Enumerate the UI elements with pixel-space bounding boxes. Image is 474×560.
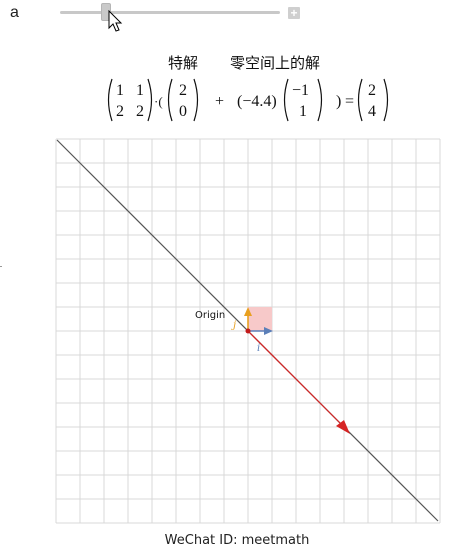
slider-label: a [10,4,19,21]
null-x: −1 [292,82,309,99]
matrix-a12: 1 [136,82,144,99]
solution-vector [247,330,345,428]
heading-particular-solution: 特解 [168,54,199,72]
matrix-right-paren [147,78,153,122]
equation-coefficient: (−4.4) [237,93,277,110]
heading-null-space-solution: 零空间上的解 [230,54,321,72]
result-x: 2 [368,82,376,99]
vector-plot: Origin i j [55,138,441,524]
origin-point [245,328,251,334]
equation-dot: ·( [154,94,163,109]
particular-y: 0 [179,103,187,120]
footer-wechat-id: WeChat ID: meetmath [164,533,310,548]
equation-equals: = [345,93,354,110]
matrix-a22: 2 [136,103,144,120]
null-left-paren [283,78,289,122]
matrix-left-paren [107,78,113,122]
unit-square [248,307,272,331]
matrix-equation: 1 1 2 2 ·( 2 0 + (−4.4) −1 1 ) = 2 4 [107,78,389,122]
particular-right-paren [193,78,199,122]
mouse-cursor-icon [108,10,123,32]
i-basis-arrowhead [264,327,273,335]
solution-vector-arrowhead [336,420,350,434]
j-label: j [231,320,236,331]
slider-plus-button[interactable]: + [288,7,300,19]
i-label: i [257,343,260,354]
equation-plus: + [215,93,224,110]
origin-label: Origin [195,310,225,321]
equation-close-paren: ) [336,93,341,110]
particular-left-paren [167,78,173,122]
matrix-a21: 2 [116,103,124,120]
j-basis-arrowhead [244,307,252,316]
result-right-paren [383,78,389,122]
result-left-paren [357,78,363,122]
matrix-a11: 1 [116,82,124,99]
left-edge-tick [0,266,2,267]
null-y: 1 [299,103,307,120]
slider-track[interactable] [60,11,280,14]
null-right-paren [317,78,323,122]
particular-x: 2 [179,82,187,99]
result-y: 4 [368,103,376,120]
